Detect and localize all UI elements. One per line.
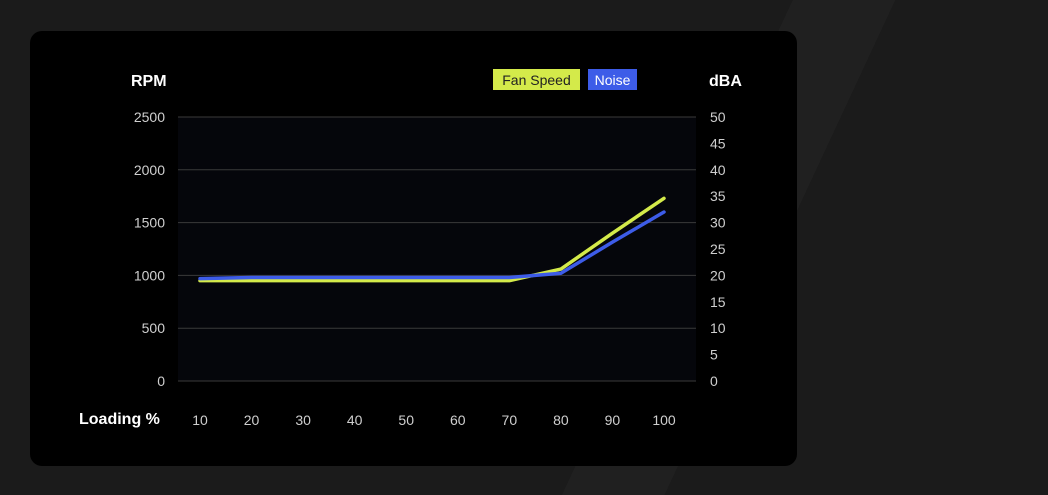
series-line-noise <box>198 210 666 281</box>
series-line-fan-speed <box>198 196 666 283</box>
y-right-tick-label: 15 <box>710 294 726 310</box>
y-right-tick-label: 10 <box>710 320 726 336</box>
x-tick-label: 90 <box>605 412 621 428</box>
x-tick-label: 70 <box>502 412 518 428</box>
plot-area <box>178 117 696 381</box>
legend-swatch-noise <box>588 69 637 90</box>
x-tick-label: 80 <box>553 412 569 428</box>
legend-swatch-fan-speed <box>493 69 580 90</box>
x-tick-label: 10 <box>192 412 208 428</box>
x-axis-title: Loading % <box>79 411 160 428</box>
y-right-tick-label: 25 <box>710 241 726 257</box>
chart-panel: 0 500 1000 1500 2000 2500 0 5 10 15 20 25 30 35 40 45 5… <box>30 31 797 466</box>
legend: Fan Speed Noise <box>493 69 637 90</box>
y-right-tick-label: 40 <box>710 162 726 178</box>
x-tick-label: 40 <box>347 412 363 428</box>
y-left-tick-label: 0 <box>157 373 165 389</box>
y-left-tick-label: 1000 <box>134 267 165 283</box>
fan-speed-noise-chart: 0 500 1000 1500 2000 2500 0 5 10 15 20 25 30 35 40 45 5… <box>79 69 742 428</box>
x-tick-label: 100 <box>652 412 676 428</box>
legend-label-fan-speed: Fan Speed <box>502 72 571 88</box>
y-left-tick-label: 500 <box>142 320 166 336</box>
x-tick-label: 60 <box>450 412 466 428</box>
y-right-tick-label: 45 <box>710 135 726 151</box>
y-left-tick-label: 2000 <box>134 162 165 178</box>
y-right-tick-label: 30 <box>710 215 726 231</box>
y-left-tick-label: 1500 <box>134 215 165 231</box>
x-tick-label: 30 <box>295 412 311 428</box>
y-left-axis-title: RPM <box>131 73 167 90</box>
y-right-tick-label: 0 <box>710 373 718 389</box>
x-tick-label: 50 <box>398 412 414 428</box>
y-right-tick-label: 20 <box>710 267 726 283</box>
y-right-tick-label: 35 <box>710 188 726 204</box>
y-left-tick-label: 2500 <box>134 109 165 125</box>
y-right-tick-label: 5 <box>710 347 718 363</box>
y-right-tick-label: 50 <box>710 109 726 125</box>
x-tick-label: 20 <box>244 412 260 428</box>
legend-label-noise: Noise <box>595 72 631 88</box>
y-right-axis-title: dBA <box>709 73 742 90</box>
